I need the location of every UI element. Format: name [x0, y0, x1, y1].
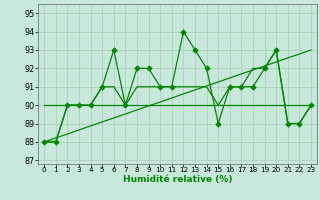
X-axis label: Humidité relative (%): Humidité relative (%): [123, 175, 232, 184]
